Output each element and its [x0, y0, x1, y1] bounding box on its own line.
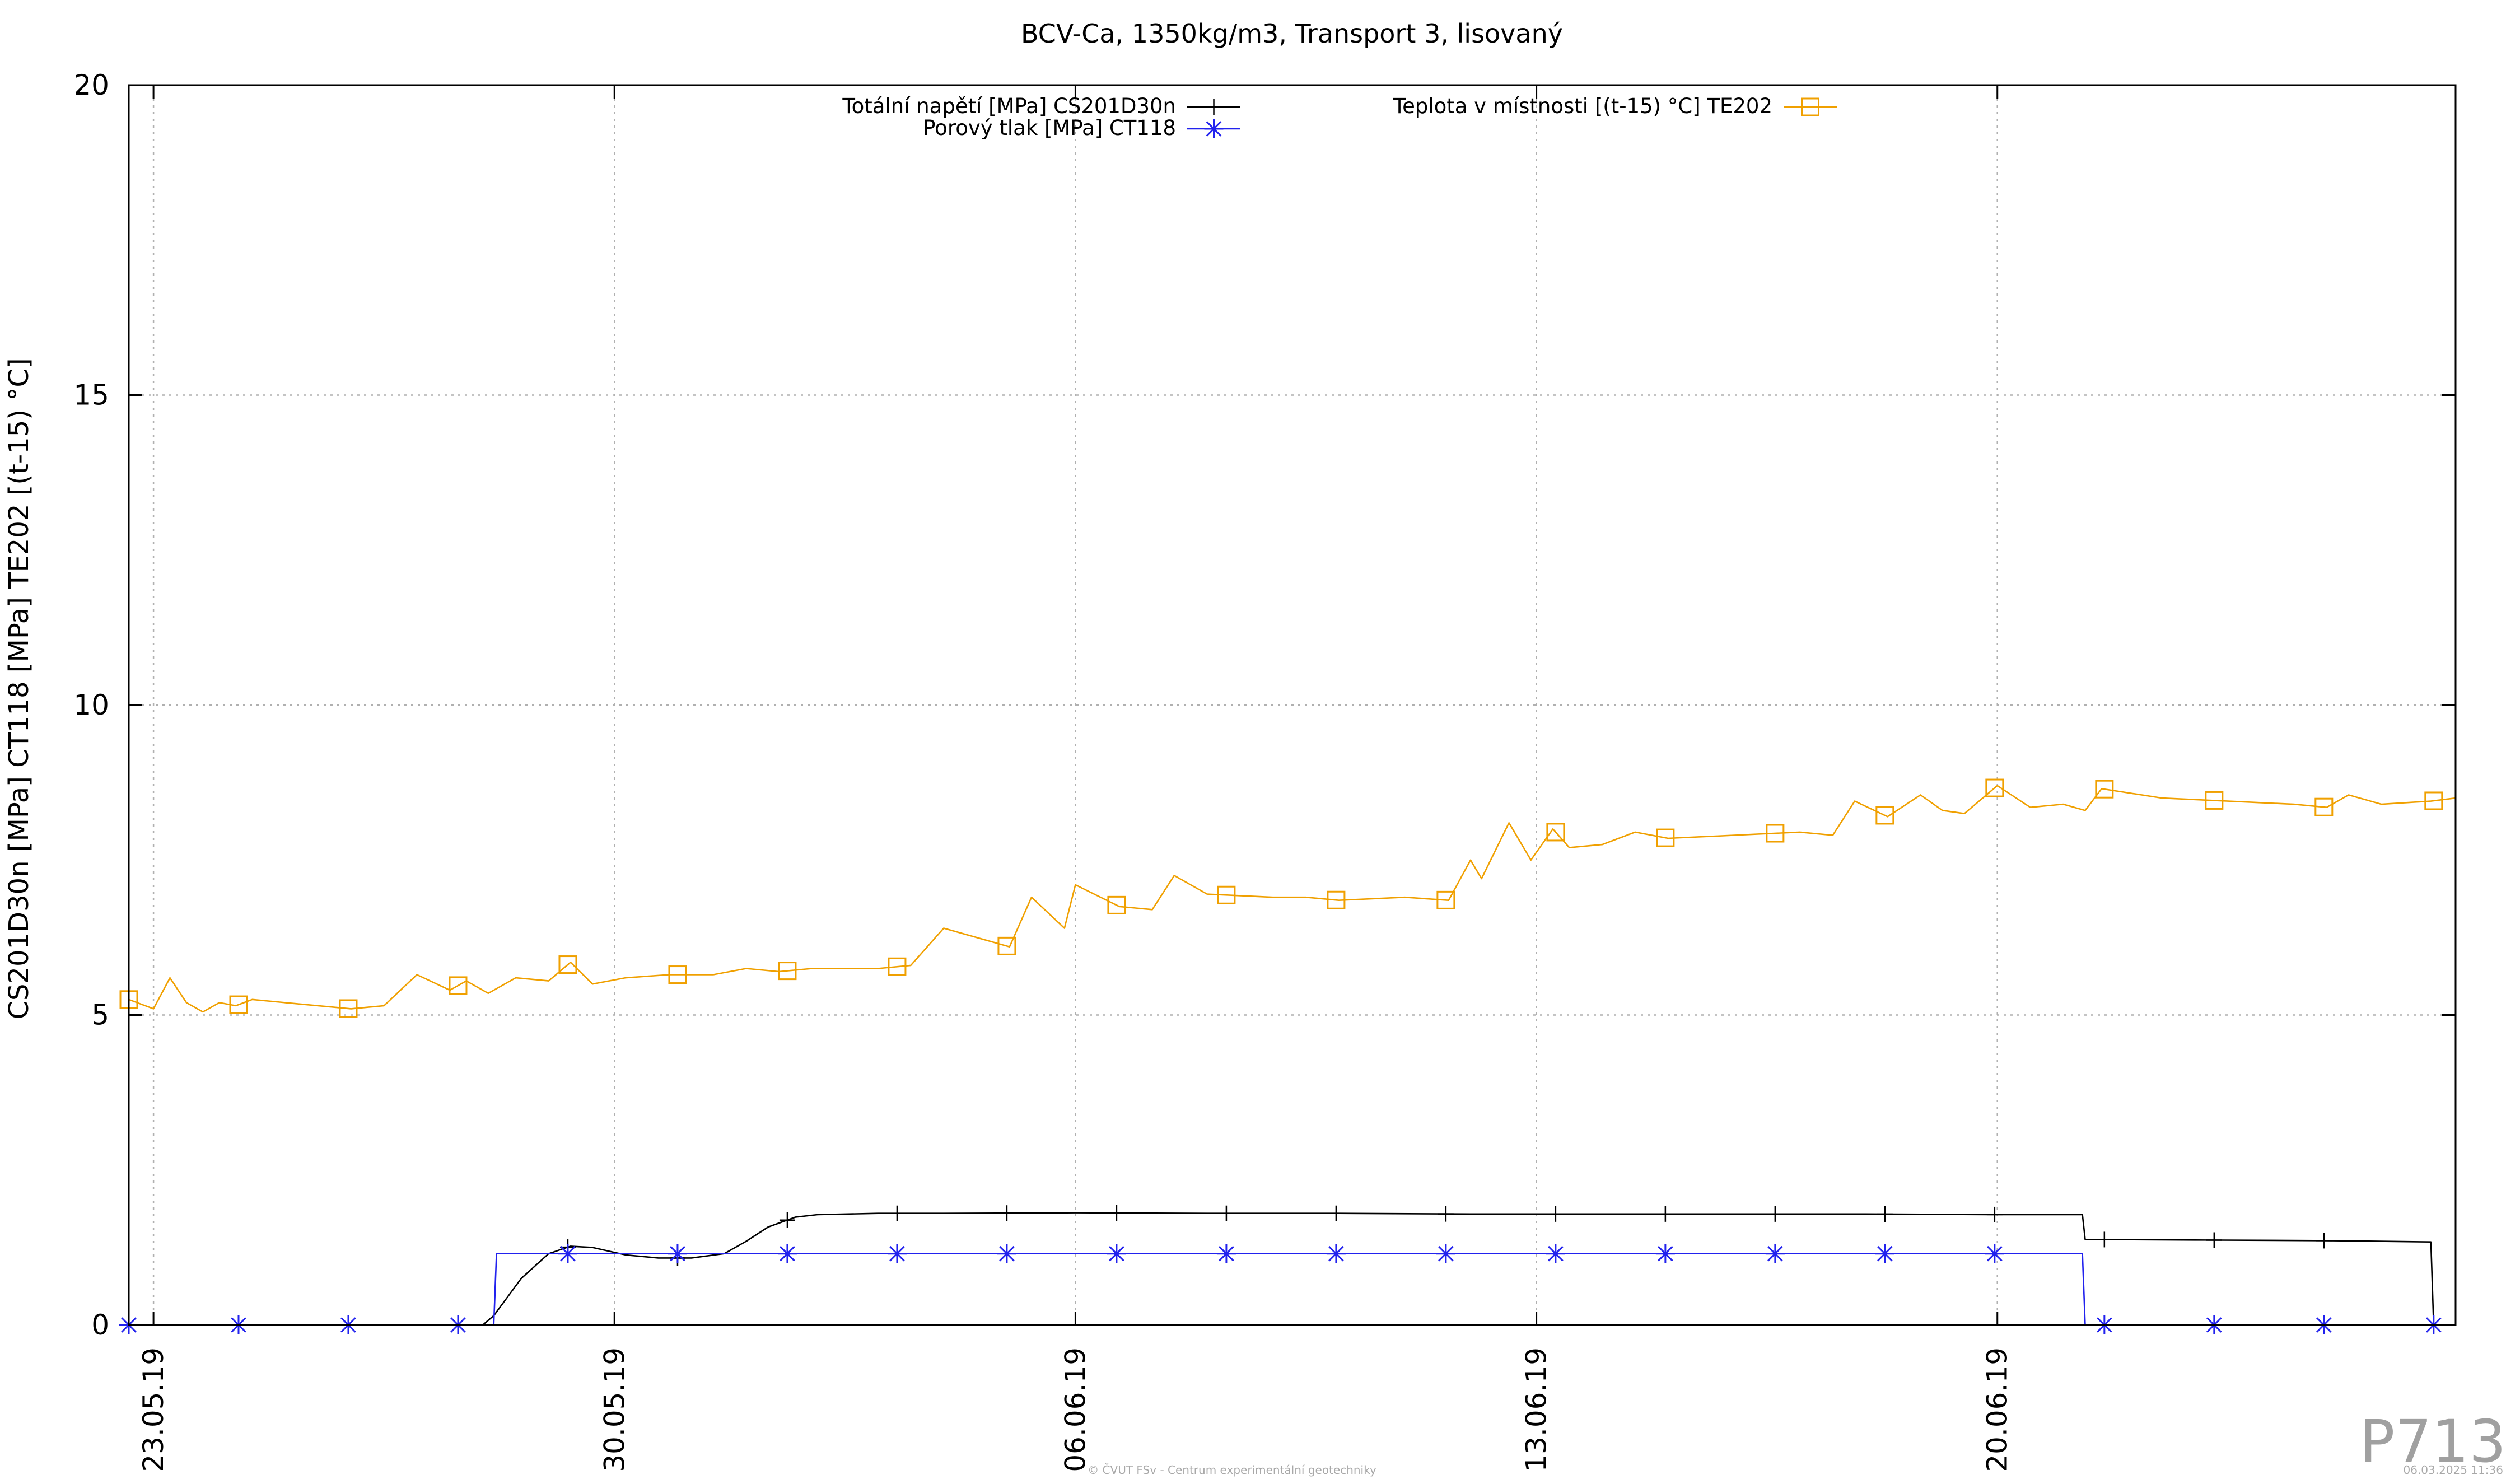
data-point-room-temperature [888, 957, 907, 976]
y-tick-label: 20 [73, 69, 109, 101]
legend-marker-room-temperature [1801, 97, 1819, 116]
data-point-pore-pressure [1107, 1244, 1126, 1263]
data-point-room-temperature [2424, 791, 2443, 810]
data-point-pore-pressure [1216, 1244, 1236, 1263]
data-point-total-stress [2316, 1233, 2332, 1249]
data-point-pore-pressure [887, 1244, 907, 1263]
data-point-pore-pressure [997, 1244, 1016, 1263]
data-point-total-stress [889, 1205, 905, 1221]
data-point-room-temperature [1766, 824, 1785, 843]
data-point-pore-pressure [1765, 1244, 1785, 1263]
data-point-total-stress [1438, 1206, 1454, 1222]
legend-label-room-temperature: Teplota v místnosti [(t-15) °C] TE202 [1393, 94, 1772, 118]
legend-sample-total-stress [1187, 99, 1240, 115]
y-axis-label: CS201D30n [MPa] CT118 [MPa] TE202 [(t-15… [3, 358, 35, 1019]
legend-label-total-stress: Totální napětí [MPa] CS201D30n [842, 94, 1176, 118]
data-point-total-stress [1877, 1206, 1893, 1222]
legend-marker-pore-pressure [1204, 119, 1224, 138]
data-point-pore-pressure [1875, 1244, 1894, 1263]
data-point-pore-pressure [777, 1244, 797, 1263]
data-point-room-temperature [997, 936, 1016, 955]
x-tick-label: 13.06.19 [1520, 1347, 1553, 1472]
x-tick-label: 06.06.19 [1059, 1347, 1091, 1472]
x-tick-label: 20.06.19 [1981, 1347, 2014, 1472]
chart-title: BCV-Ca, 1350kg/m3, Transport 3, lisovaný [1021, 18, 1563, 49]
data-point-room-temperature [1985, 778, 2004, 797]
data-point-pore-pressure [1436, 1244, 1455, 1263]
data-point-pore-pressure [668, 1244, 687, 1263]
data-point-total-stress [1986, 1206, 2003, 1222]
data-point-total-stress [1108, 1205, 1124, 1221]
data-point-room-temperature [229, 995, 248, 1014]
markers-layer [119, 778, 2443, 1334]
series-line-total-stress [129, 1212, 2456, 1326]
y-tick-label: 5 [91, 999, 109, 1032]
data-point-room-temperature [2314, 797, 2334, 816]
data-point-room-temperature [1546, 823, 1565, 842]
data-point-pore-pressure [1655, 1244, 1675, 1263]
data-point-room-temperature [449, 976, 468, 995]
data-point-room-temperature [1656, 828, 1675, 847]
data-point-room-temperature [668, 965, 687, 984]
footer-timestamp: 06.03.2025 11:36 [2403, 1463, 2503, 1477]
data-point-room-temperature [1217, 885, 1236, 904]
y-tick-label: 10 [73, 689, 109, 721]
y-tick-label: 0 [91, 1309, 109, 1341]
x-tick-label: 30.05.19 [598, 1347, 631, 1472]
data-point-total-stress [1218, 1205, 1234, 1221]
y-tick-label: 15 [73, 379, 109, 412]
data-point-total-stress [1767, 1206, 1783, 1222]
data-point-total-stress [1547, 1206, 1564, 1222]
data-point-total-stress [2096, 1231, 2112, 1248]
data-point-total-stress [1328, 1205, 1344, 1221]
data-point-room-temperature [778, 962, 797, 981]
series-layer [128, 785, 2456, 1326]
legend-sample-room-temperature [1784, 97, 1837, 116]
data-point-room-temperature [1327, 890, 1346, 909]
axes: 0 5 10 15 20 23.05.19 30.05.19 06.06.19 13.06.19… [73, 69, 2456, 1472]
data-point-pore-pressure [1985, 1244, 2004, 1263]
series-line-pore-pressure [129, 1253, 2456, 1326]
legend-label-pore-pressure: Porový tlak [MPa] CT118 [923, 116, 1176, 140]
data-point-pore-pressure [558, 1244, 577, 1263]
footer-copyright: © ČVUT FSv - Centrum experimentální geot… [1088, 1463, 1376, 1477]
data-point-room-temperature [1875, 806, 1894, 825]
legend-marker-total-stress [1206, 99, 1222, 115]
data-point-room-temperature [558, 955, 577, 974]
series-line-room-temperature [128, 785, 2456, 1013]
data-point-room-temperature [2095, 780, 2114, 799]
data-point-total-stress [1657, 1206, 1673, 1222]
data-point-total-stress [2206, 1232, 2222, 1248]
data-point-pore-pressure [1326, 1244, 1346, 1263]
grid-lines [129, 85, 2456, 1325]
data-point-total-stress [779, 1212, 795, 1228]
data-point-room-temperature [1436, 890, 1455, 909]
data-point-room-temperature [339, 999, 358, 1018]
data-point-pore-pressure [1546, 1244, 1565, 1263]
x-tick-label: 23.05.19 [137, 1347, 170, 1472]
legend: Totální napětí [MPa] CS201D30n Porový tl… [842, 94, 1837, 140]
legend-sample-pore-pressure [1187, 119, 1240, 138]
data-point-room-temperature [1107, 895, 1126, 914]
data-point-total-stress [998, 1205, 1015, 1221]
data-point-room-temperature [2205, 791, 2224, 810]
watermark: P713 [2360, 1407, 2506, 1476]
